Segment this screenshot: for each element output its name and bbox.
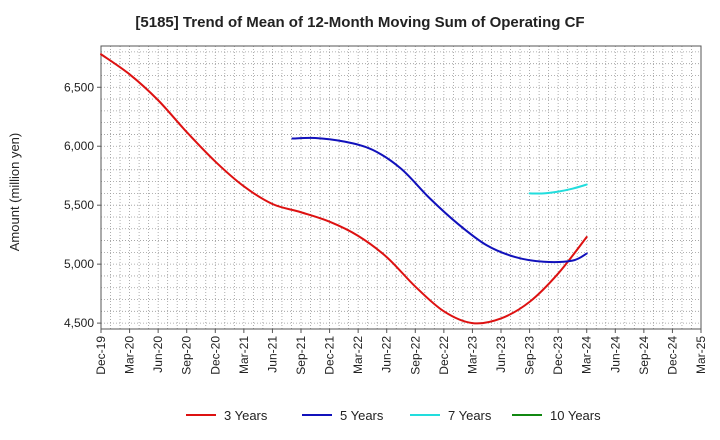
y-tick-label: 6,000: [64, 139, 94, 153]
x-tick-label: Mar-25: [694, 336, 708, 374]
legend-label-2: 5 Years: [340, 408, 384, 423]
legend-label-3: 7 Years: [448, 408, 492, 423]
x-tick-label: Dec-19: [94, 336, 108, 375]
y-tick-label: 5,000: [64, 257, 94, 271]
x-tick-label: Dec-21: [323, 336, 337, 375]
x-tick-label: Dec-22: [437, 336, 451, 375]
x-tick-label: Mar-21: [237, 336, 251, 374]
x-tick-label: Jun-23: [494, 336, 508, 373]
x-tick-label: Jun-24: [608, 336, 622, 373]
x-tick-label: Mar-20: [123, 336, 137, 374]
x-tick-label: Jun-21: [265, 336, 279, 373]
x-tick-label: Sep-20: [180, 336, 194, 375]
x-tick-label: Mar-24: [580, 336, 594, 374]
x-tick-label: Dec-24: [665, 336, 679, 375]
y-tick-label: 4,500: [64, 316, 94, 330]
x-tick-label: Mar-22: [351, 336, 365, 374]
x-tick-label: Jun-20: [151, 336, 165, 373]
x-tick-label: Dec-20: [208, 336, 222, 375]
x-tick-label: Sep-23: [523, 336, 537, 375]
x-tick-label: Dec-23: [551, 336, 565, 375]
y-tick-label: 6,500: [64, 80, 94, 94]
y-tick-label: 5,500: [64, 198, 94, 212]
legend-label-4: 10 Years: [550, 408, 601, 423]
x-tick-label: Mar-23: [465, 336, 479, 374]
legend: 3 Years 5 Years 7 Years 10 Years: [186, 408, 601, 423]
series-line-1: [100, 53, 588, 325]
series-line-3: [528, 183, 588, 195]
series-line-2: [291, 136, 588, 264]
x-tick-label: Sep-22: [408, 336, 422, 375]
legend-label-1: 3 Years: [224, 408, 268, 423]
x-tick-label: Sep-24: [637, 336, 651, 375]
chart-title: [5185] Trend of Mean of 12-Month Moving …: [135, 14, 584, 31]
plot-area: 4,500 5,000 5,500 6,000 6,500 Dec-19 Mar-20 Jun…: [64, 45, 708, 375]
x-tick-label: Jun-22: [380, 336, 394, 373]
y-axis-label: Amount (million yen): [7, 133, 22, 252]
x-tick-label: Sep-21: [294, 336, 308, 375]
plot-background: [101, 46, 701, 329]
plot-frame: [100, 45, 702, 330]
